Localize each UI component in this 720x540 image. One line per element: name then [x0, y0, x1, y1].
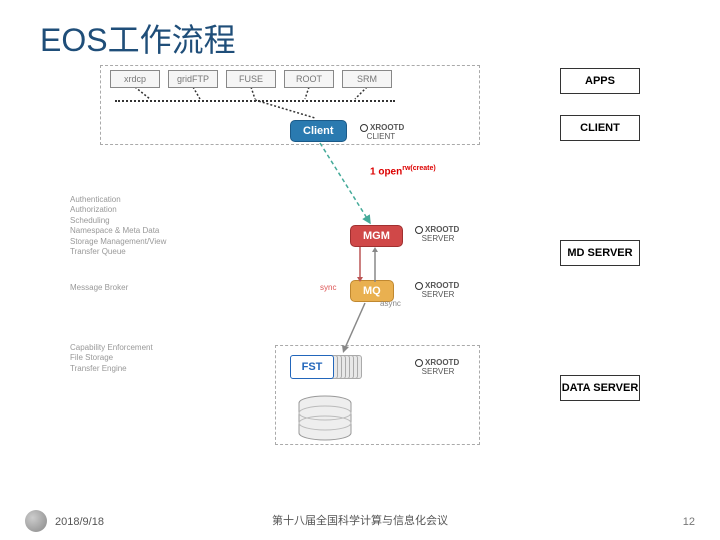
footer-page-number: 12 — [683, 516, 695, 528]
component-mgm: MGM — [350, 225, 403, 247]
desc-mgm: Authentication Authorization Scheduling … — [70, 195, 166, 257]
slide-title: EOS工作流程 — [40, 15, 236, 61]
label-client: CLIENT — [560, 115, 640, 141]
async-label: async — [380, 299, 401, 308]
footer-logo-icon — [25, 510, 47, 532]
arrow-mq-fst — [340, 303, 380, 353]
xrootd-fst-tag: XROOTD SERVER — [415, 358, 459, 376]
arrow-mgm-mq — [350, 247, 390, 282]
app-xrdcp: xrdcp — [110, 70, 160, 88]
component-fst: FST — [290, 355, 334, 379]
app-fuse: FUSE — [226, 70, 276, 88]
label-dataserver: DATA SERVER — [560, 375, 640, 401]
app-gridftp: gridFTP — [168, 70, 218, 88]
xrootd-mgm-tag: XROOTD SERVER — [415, 225, 459, 243]
app-root: ROOT — [284, 70, 334, 88]
footer-date: 2018/9/18 — [55, 516, 104, 528]
label-apps: APPS — [560, 68, 640, 94]
db-cylinder — [295, 393, 365, 448]
arrow-client-mgm — [315, 143, 395, 228]
component-client: Client — [290, 120, 347, 142]
label-mdserver: MD SERVER — [560, 240, 640, 266]
desc-mq: Message Broker — [70, 283, 128, 293]
diagram-area: xrdcp gridFTP FUSE ROOT SRM APPS CLIENT … — [40, 65, 680, 475]
desc-fst: Capability Enforcement File Storage Tran… — [70, 343, 153, 374]
open-label: 1 openrw(create) — [370, 165, 436, 177]
sync-label: sync — [320, 283, 336, 292]
xrootd-mq-tag: XROOTD SERVER — [415, 281, 459, 299]
xrootd-client-tag: XROOTD CLIENT — [360, 123, 404, 141]
footer-conference: 第十八届全国科学计算与信息化会议 — [272, 512, 448, 528]
app-srm: SRM — [342, 70, 392, 88]
